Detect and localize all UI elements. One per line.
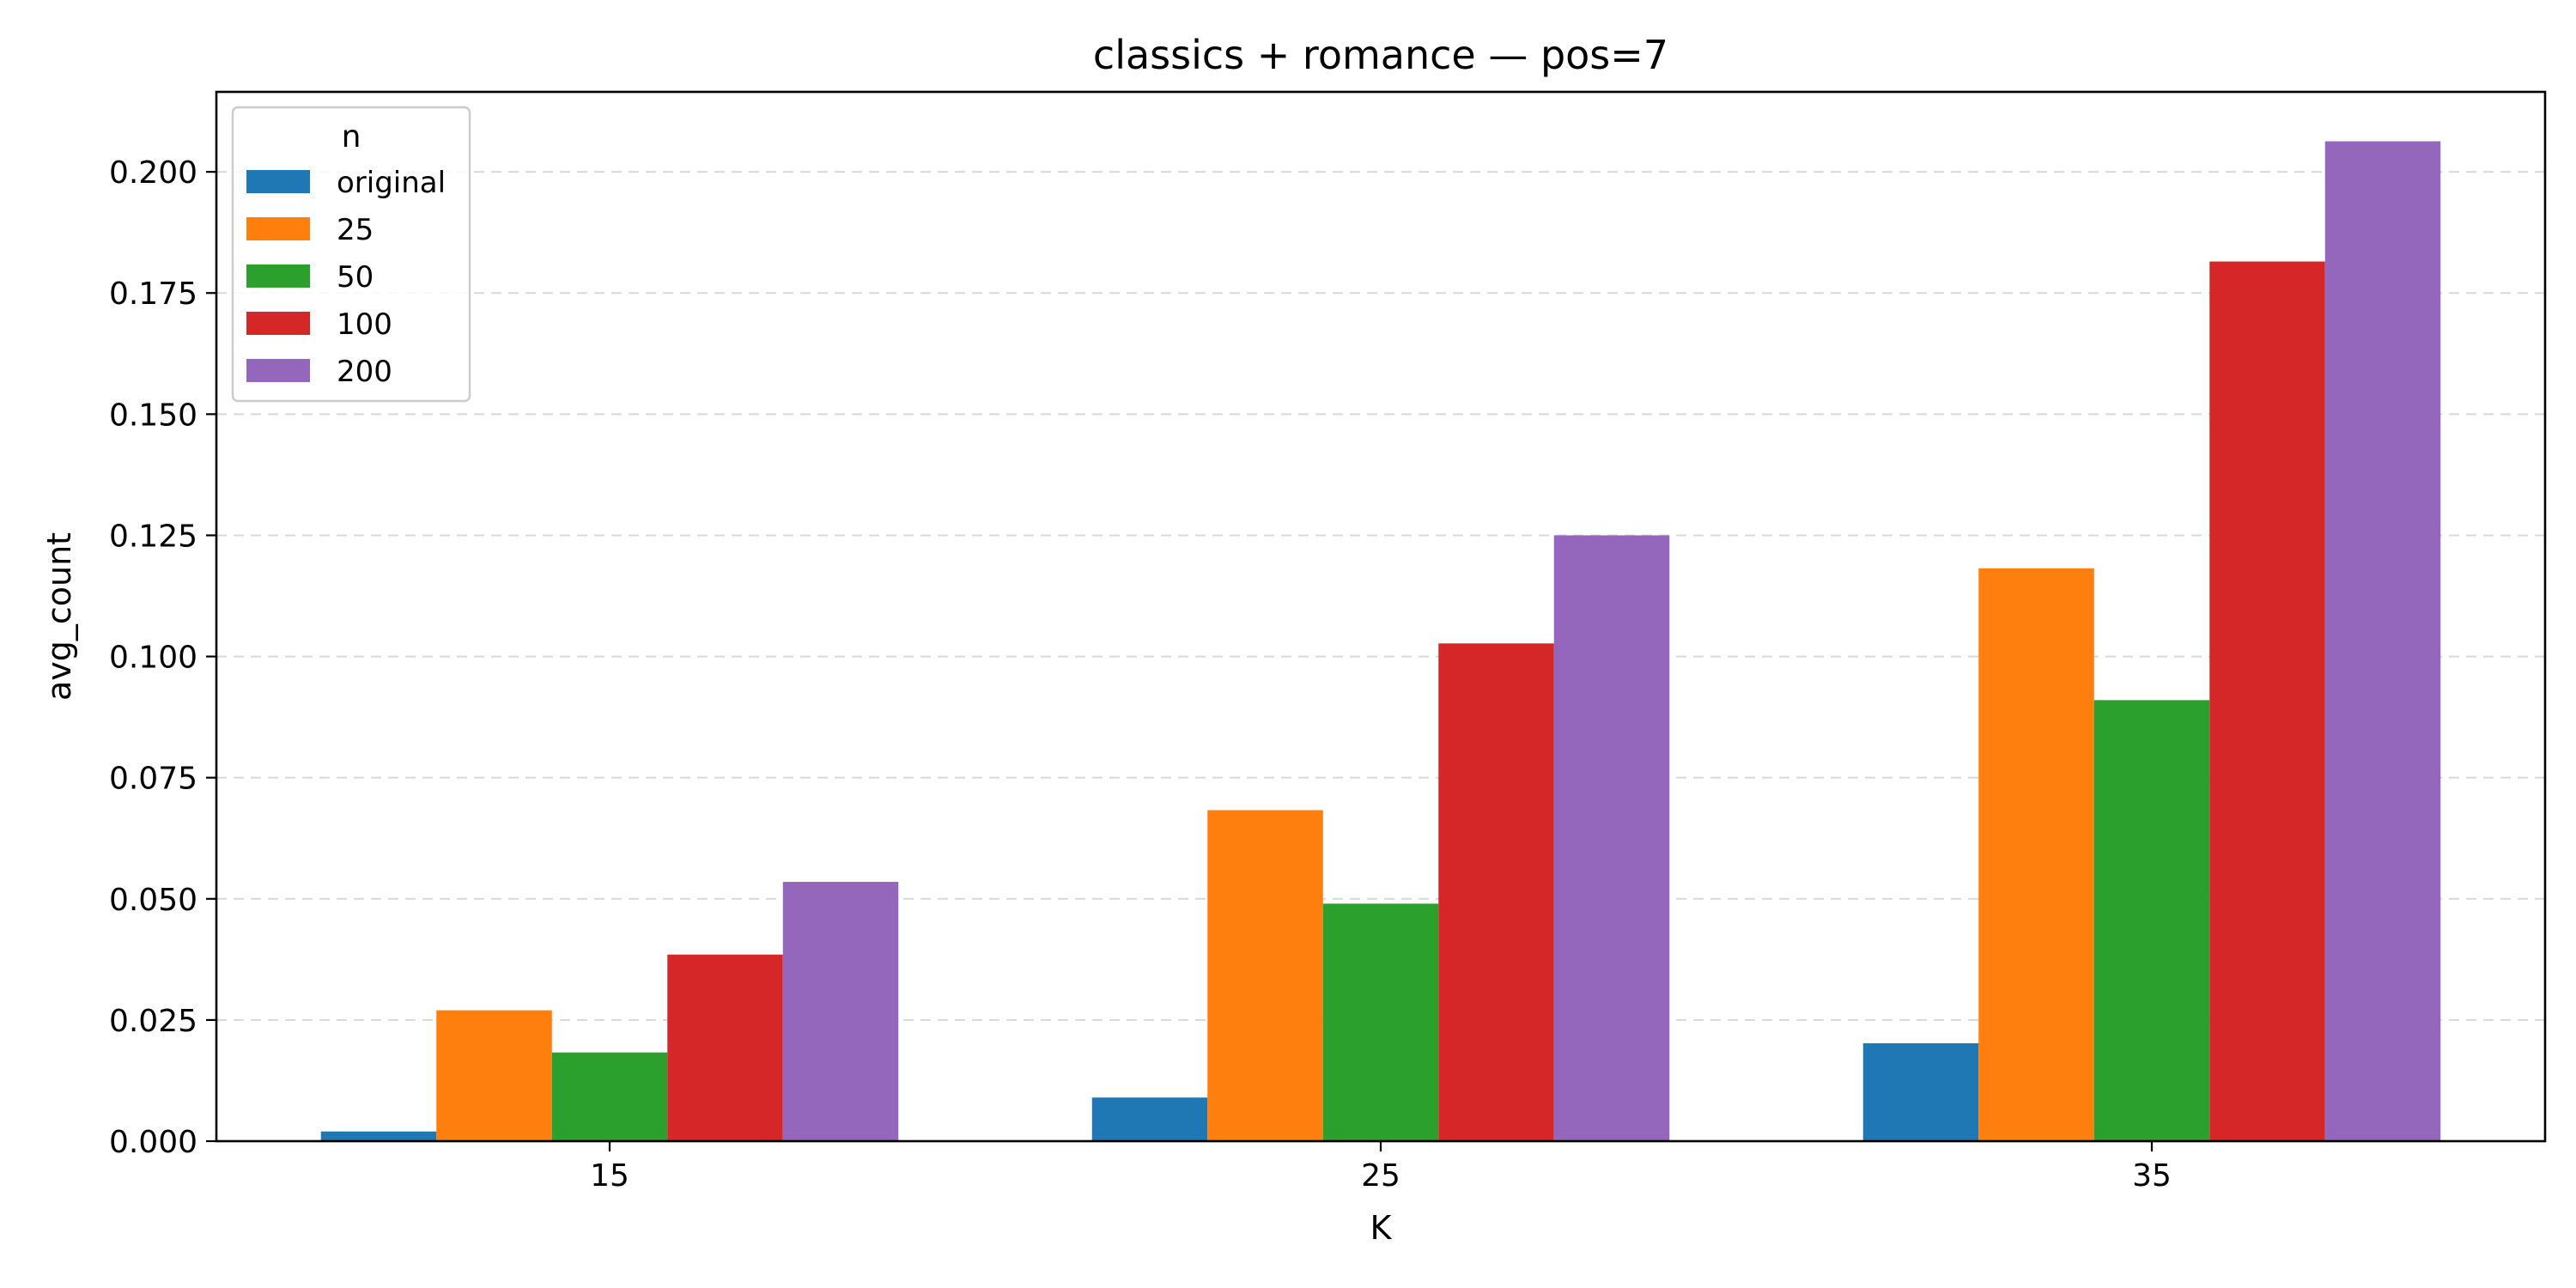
legend-title: n bbox=[342, 119, 361, 155]
y-tick-label: 0.050 bbox=[109, 883, 197, 918]
bar-25-k15 bbox=[436, 1010, 552, 1141]
bars bbox=[320, 141, 2441, 1142]
bar-25-k35 bbox=[1978, 568, 2094, 1141]
bar-100-k15 bbox=[667, 954, 783, 1141]
legend-items: original 25 50 100 200 bbox=[246, 166, 446, 389]
x-axis-ticks: 15 25 35 bbox=[590, 1141, 2172, 1194]
legend-swatch-original bbox=[246, 170, 310, 193]
bar-200-k25 bbox=[1553, 535, 1670, 1141]
legend-label-25: 25 bbox=[337, 213, 374, 247]
y-tick-label: 0.000 bbox=[109, 1125, 197, 1160]
y-axis-label: avg_count bbox=[40, 532, 78, 701]
y-tick-label: 0.075 bbox=[109, 762, 197, 797]
bar-50-k15 bbox=[551, 1052, 668, 1141]
bar-100-k25 bbox=[1438, 643, 1554, 1141]
y-tick-label: 0.150 bbox=[109, 398, 197, 433]
bar-original-k25 bbox=[1091, 1097, 1208, 1141]
x-axis-label: K bbox=[1370, 1209, 1393, 1247]
chart-title: classics + romance — pos=7 bbox=[1093, 32, 1668, 78]
x-tick-label: 15 bbox=[590, 1158, 629, 1194]
y-axis-ticks: 0.000 0.025 0.050 0.075 0.100 0.125 0.150 0.175… bbox=[109, 155, 216, 1160]
y-tick-label: 0.100 bbox=[109, 641, 197, 676]
bar-200-k35 bbox=[2324, 141, 2441, 1142]
y-tick-label: 0.025 bbox=[109, 1004, 197, 1039]
legend-swatch-100 bbox=[246, 312, 310, 335]
legend-label-200: 200 bbox=[337, 355, 392, 389]
bar-50-k35 bbox=[2093, 700, 2210, 1141]
y-tick-label: 0.175 bbox=[109, 276, 197, 312]
bar-50-k25 bbox=[1322, 903, 1439, 1141]
legend: n original 25 50 100 200 bbox=[231, 106, 471, 403]
legend-label-original: original bbox=[337, 166, 446, 200]
y-tick-label: 0.200 bbox=[109, 155, 197, 191]
legend-swatch-200 bbox=[246, 359, 310, 382]
x-tick-label: 35 bbox=[2132, 1158, 2172, 1194]
bar-25-k25 bbox=[1207, 810, 1323, 1141]
x-tick-label: 25 bbox=[1361, 1158, 1400, 1194]
legend-swatch-25 bbox=[246, 217, 310, 240]
bar-original-k35 bbox=[1862, 1042, 1979, 1141]
bar-100-k35 bbox=[2209, 261, 2325, 1141]
legend-swatch-50 bbox=[246, 264, 310, 288]
legend-label-50: 50 bbox=[337, 260, 374, 295]
y-tick-label: 0.125 bbox=[109, 519, 197, 554]
bar-original-k15 bbox=[320, 1131, 437, 1141]
bar-200-k15 bbox=[782, 882, 899, 1141]
legend-label-100: 100 bbox=[337, 307, 392, 342]
